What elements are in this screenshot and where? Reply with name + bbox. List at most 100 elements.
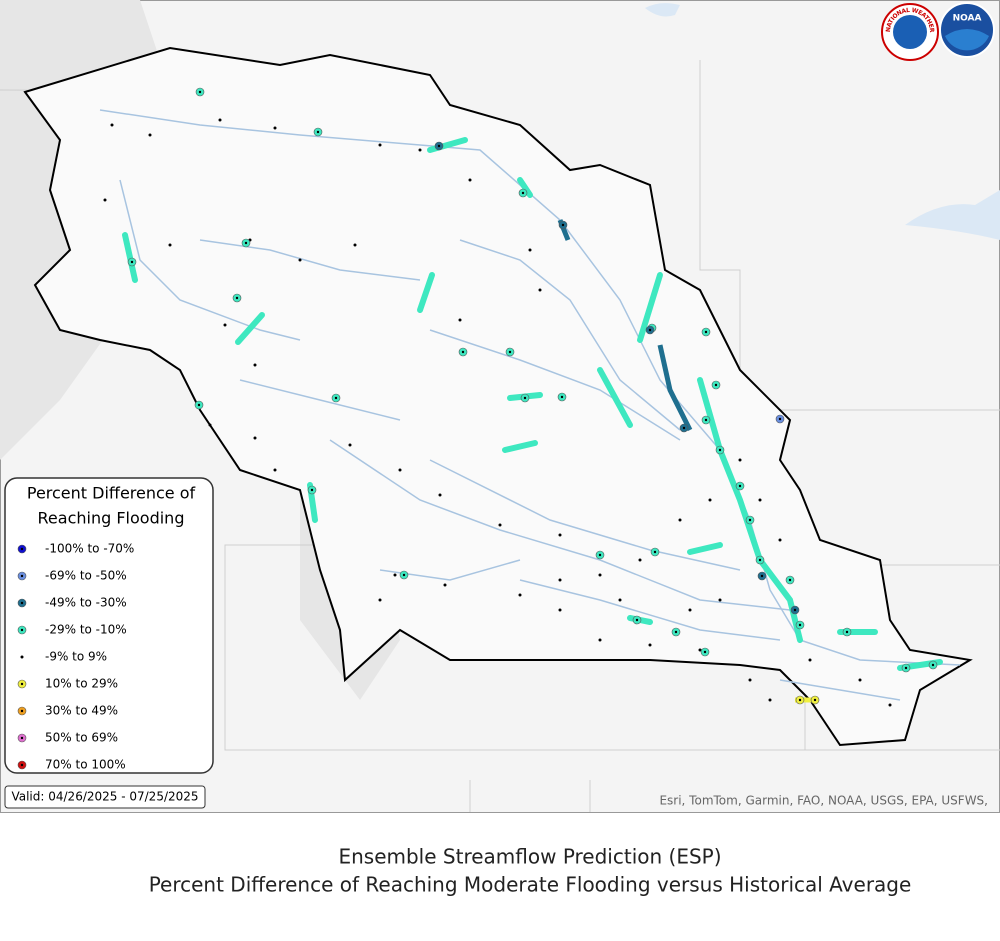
marker-center	[20, 763, 24, 767]
marker	[378, 143, 382, 147]
marker-center	[778, 417, 782, 421]
marker	[688, 608, 692, 612]
marker	[618, 598, 622, 602]
marker-center	[798, 623, 802, 627]
marker-center	[653, 550, 657, 554]
marker	[20, 655, 24, 659]
marker	[528, 248, 532, 252]
caption-line: Ensemble Streamflow Prediction (ESP)	[338, 845, 721, 869]
marker-center	[798, 698, 802, 702]
marker-center	[461, 350, 465, 354]
marker	[888, 703, 892, 707]
marker-center	[235, 296, 239, 300]
marker	[398, 468, 402, 472]
noaa-wave	[945, 29, 989, 51]
legend-label: 10% to 29%	[45, 677, 118, 691]
marker-center	[20, 601, 24, 605]
legend-box	[4, 477, 214, 774]
marker-center	[130, 260, 134, 264]
marker	[110, 123, 114, 127]
gauges	[103, 87, 938, 707]
marker-center	[20, 547, 24, 551]
marker-center	[508, 350, 512, 354]
marker	[348, 443, 352, 447]
marker-center	[20, 709, 24, 713]
marker	[438, 493, 442, 497]
marker-center	[758, 558, 762, 562]
marker	[678, 518, 682, 522]
legend-label: 30% to 49%	[45, 704, 118, 718]
marker-center	[244, 241, 248, 245]
marker-center	[714, 383, 718, 387]
marker-center	[648, 328, 652, 332]
marker-center	[931, 663, 935, 667]
marker	[273, 126, 277, 130]
marker-center	[310, 488, 314, 492]
legend-title: Percent Difference of	[27, 484, 196, 503]
marker-center	[437, 144, 441, 148]
marker-center	[523, 396, 527, 400]
marker-center	[793, 608, 797, 612]
marker	[103, 198, 107, 202]
marker	[808, 658, 812, 662]
marker-center	[704, 330, 708, 334]
marker	[558, 608, 562, 612]
flood-segment-dark	[657, 344, 693, 432]
marker	[168, 243, 172, 247]
marker-center	[760, 574, 764, 578]
marker	[758, 498, 762, 502]
marker	[638, 558, 642, 562]
legend-label: -29% to -10%	[45, 623, 127, 637]
marker-center	[560, 395, 564, 399]
marker	[208, 423, 212, 427]
marker	[298, 258, 302, 262]
marker	[378, 598, 382, 602]
marker	[443, 583, 447, 587]
marker-center	[718, 448, 722, 452]
marker-center	[198, 90, 202, 94]
marker-center	[748, 518, 752, 522]
valid-box	[4, 785, 206, 809]
attribution: Esri, TomTom, Garmin, FAO, NOAA, USGS, E…	[659, 794, 988, 808]
marker	[768, 698, 772, 702]
marker	[778, 538, 782, 542]
marker	[598, 638, 602, 642]
marker-center	[20, 628, 24, 632]
legend-label: -69% to -50%	[45, 569, 127, 583]
marker-center	[788, 578, 792, 582]
marker-center	[635, 618, 639, 622]
legend-label: -100% to -70%	[45, 542, 134, 556]
marker	[353, 243, 357, 247]
marker	[468, 178, 472, 182]
marker-center	[316, 130, 320, 134]
marker	[708, 498, 712, 502]
marker	[218, 118, 222, 122]
marker	[538, 288, 542, 292]
marker-center	[521, 191, 525, 195]
noaa-text: NOAA	[953, 14, 982, 24]
marker	[858, 678, 862, 682]
marker	[253, 363, 257, 367]
marker	[648, 643, 652, 647]
legend-label: 50% to 69%	[45, 731, 118, 745]
caption-line: Percent Difference of Reaching Moderate …	[149, 873, 912, 897]
marker-center	[904, 666, 908, 670]
marker	[498, 523, 502, 527]
marker	[738, 458, 742, 462]
legend-label: -49% to -30%	[45, 596, 127, 610]
nws-center	[893, 15, 927, 49]
marker	[418, 148, 422, 152]
marker-center	[682, 426, 686, 430]
legend-title: Reaching Flooding	[38, 509, 185, 528]
marker	[558, 533, 562, 537]
marker	[253, 436, 257, 440]
marker	[148, 133, 152, 137]
marker	[598, 573, 602, 577]
marker	[518, 593, 522, 597]
marker-center	[598, 553, 602, 557]
marker	[393, 573, 397, 577]
marker-center	[845, 630, 849, 634]
valid-text: Valid: 04/26/2025 - 07/25/2025	[11, 790, 198, 804]
marker-center	[334, 396, 338, 400]
